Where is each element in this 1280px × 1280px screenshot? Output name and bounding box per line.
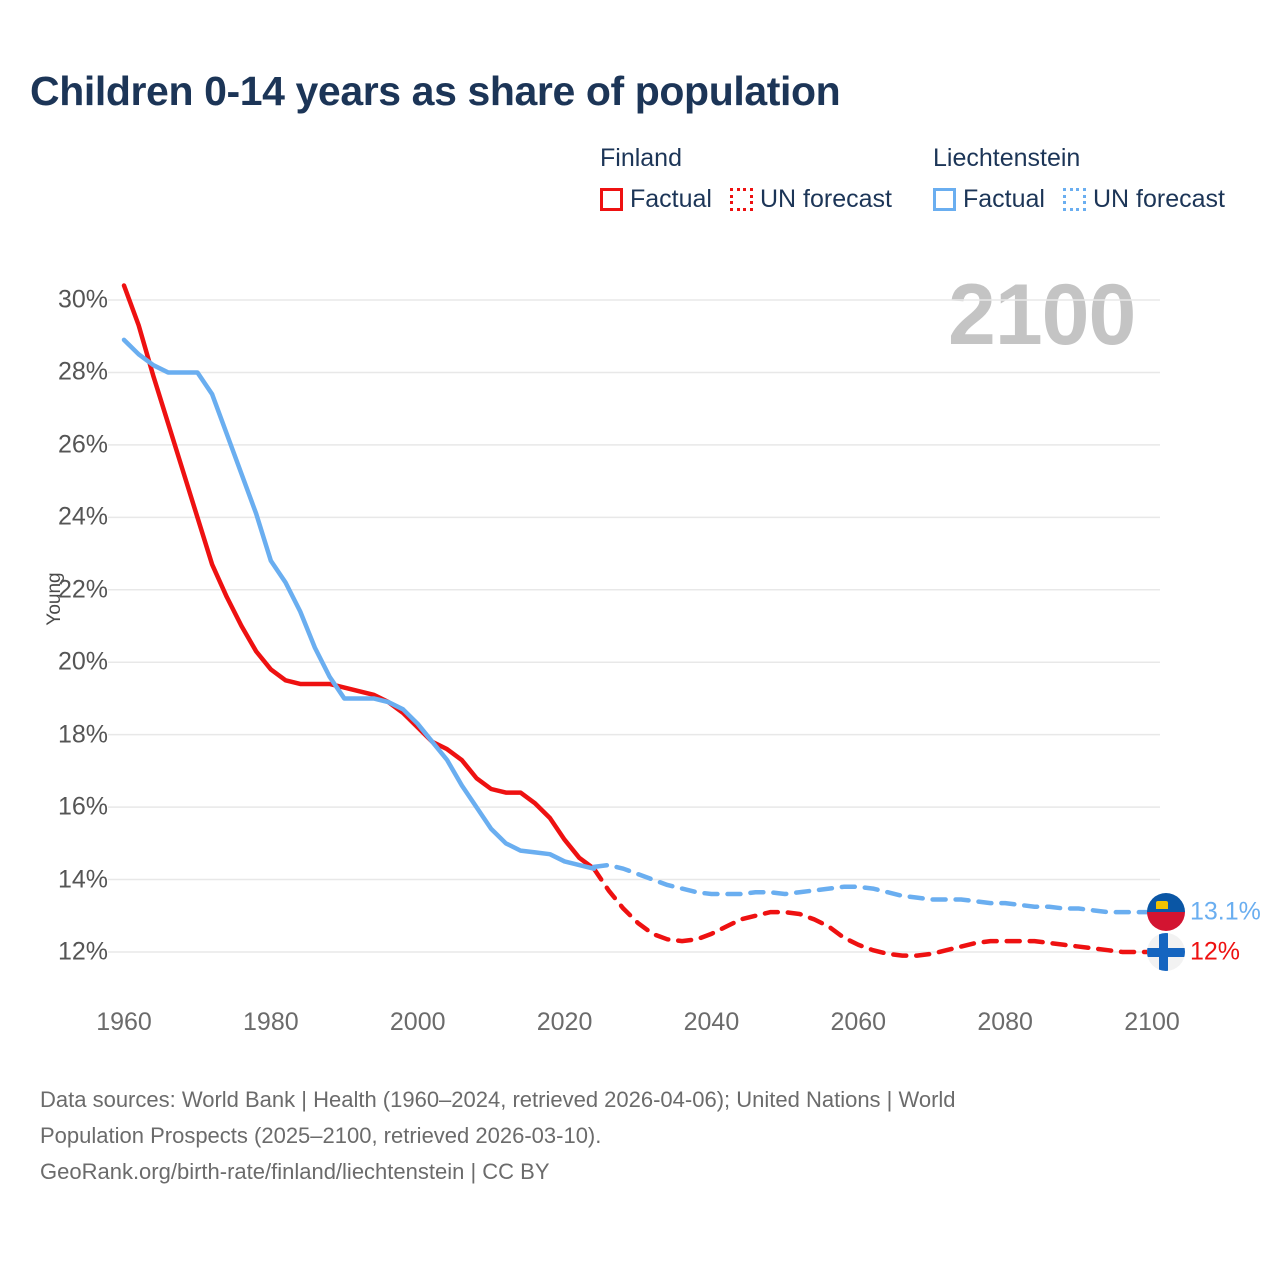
legend-swatch-solid-icon bbox=[600, 188, 623, 211]
x-tick-label: 2000 bbox=[389, 1008, 446, 1036]
legend-item-liechtenstein-factual[interactable]: Factual bbox=[933, 185, 1045, 214]
x-tick-label: 2080 bbox=[977, 1008, 1033, 1036]
x-tick-label: 1960 bbox=[96, 1008, 152, 1036]
legend-item-finland-forecast[interactable]: UN forecast bbox=[729, 185, 892, 214]
chart-legend: Finland Factual UN forecast Liechtenstei… bbox=[600, 143, 1260, 223]
legend-label-finland-forecast: UN forecast bbox=[759, 185, 892, 213]
y-tick-label: 20% bbox=[57, 647, 108, 676]
legend-swatch-solid-icon bbox=[933, 188, 956, 211]
legend-country-liechtenstein: Liechtenstein bbox=[933, 144, 1081, 172]
x-tick-label: 2100 bbox=[1124, 1008, 1180, 1036]
legend-group-liechtenstein: Liechtenstein Factual UN forecast bbox=[933, 143, 1225, 214]
chart-footer: Data sources: World Bank | Health (1960–… bbox=[40, 1082, 1220, 1190]
end-value-label: 13.1% bbox=[1190, 897, 1261, 926]
liechtenstein-flag-icon bbox=[1147, 893, 1185, 932]
footer-line-3: GeoRank.org/birth-rate/finland/liechtens… bbox=[40, 1159, 550, 1184]
y-tick-label: 26% bbox=[57, 430, 108, 459]
legend-label-liechtenstein-forecast: UN forecast bbox=[1092, 185, 1225, 213]
legend-label-finland-factual: Factual bbox=[630, 185, 712, 213]
y-tick-label: 16% bbox=[57, 792, 108, 821]
footer-line-2: Population Prospects (2025–2100, retriev… bbox=[40, 1123, 602, 1148]
y-tick-label: 24% bbox=[57, 502, 108, 531]
y-tick-label: 30% bbox=[57, 285, 108, 314]
y-tick-label: 14% bbox=[57, 865, 108, 894]
legend-country-finland: Finland bbox=[600, 144, 682, 172]
page-title: Children 0-14 years as share of populati… bbox=[30, 68, 841, 114]
y-tick-label: 18% bbox=[57, 720, 108, 749]
chart-area: 2100 Young 12% 14% 16% 18% 20% 22% 24% 26% 28% 30… bbox=[0, 0, 1261, 1060]
legend-swatch-dotted-icon bbox=[1062, 188, 1086, 211]
x-tick-label: 2060 bbox=[830, 1008, 887, 1036]
legend-group-finland: Finland Factual UN forecast bbox=[600, 143, 892, 214]
x-tick-label: 2020 bbox=[536, 1008, 593, 1036]
legend-item-finland-factual[interactable]: Factual bbox=[600, 185, 712, 214]
y-tick-label: 12% bbox=[57, 937, 108, 966]
y-tick-label: 22% bbox=[57, 575, 108, 604]
legend-swatch-dotted-icon bbox=[729, 188, 753, 211]
year-watermark: 2100 bbox=[948, 267, 1136, 363]
finland-flag-icon bbox=[1147, 933, 1185, 971]
footer-line-1: Data sources: World Bank | Health (1960–… bbox=[40, 1087, 956, 1112]
legend-item-liechtenstein-forecast[interactable]: UN forecast bbox=[1062, 185, 1225, 214]
x-tick-label: 2040 bbox=[683, 1008, 740, 1036]
y-axis-ticks: 12% 14% 16% 18% 20% 22% 24% 26% 28% 30% bbox=[0, 0, 108, 1060]
x-tick-label: 1980 bbox=[243, 1008, 299, 1036]
chart-plot bbox=[108, 283, 1160, 958]
end-value-label: 12% bbox=[1190, 937, 1241, 966]
y-tick-label: 28% bbox=[57, 357, 108, 386]
legend-label-liechtenstein-factual: Factual bbox=[963, 185, 1045, 213]
